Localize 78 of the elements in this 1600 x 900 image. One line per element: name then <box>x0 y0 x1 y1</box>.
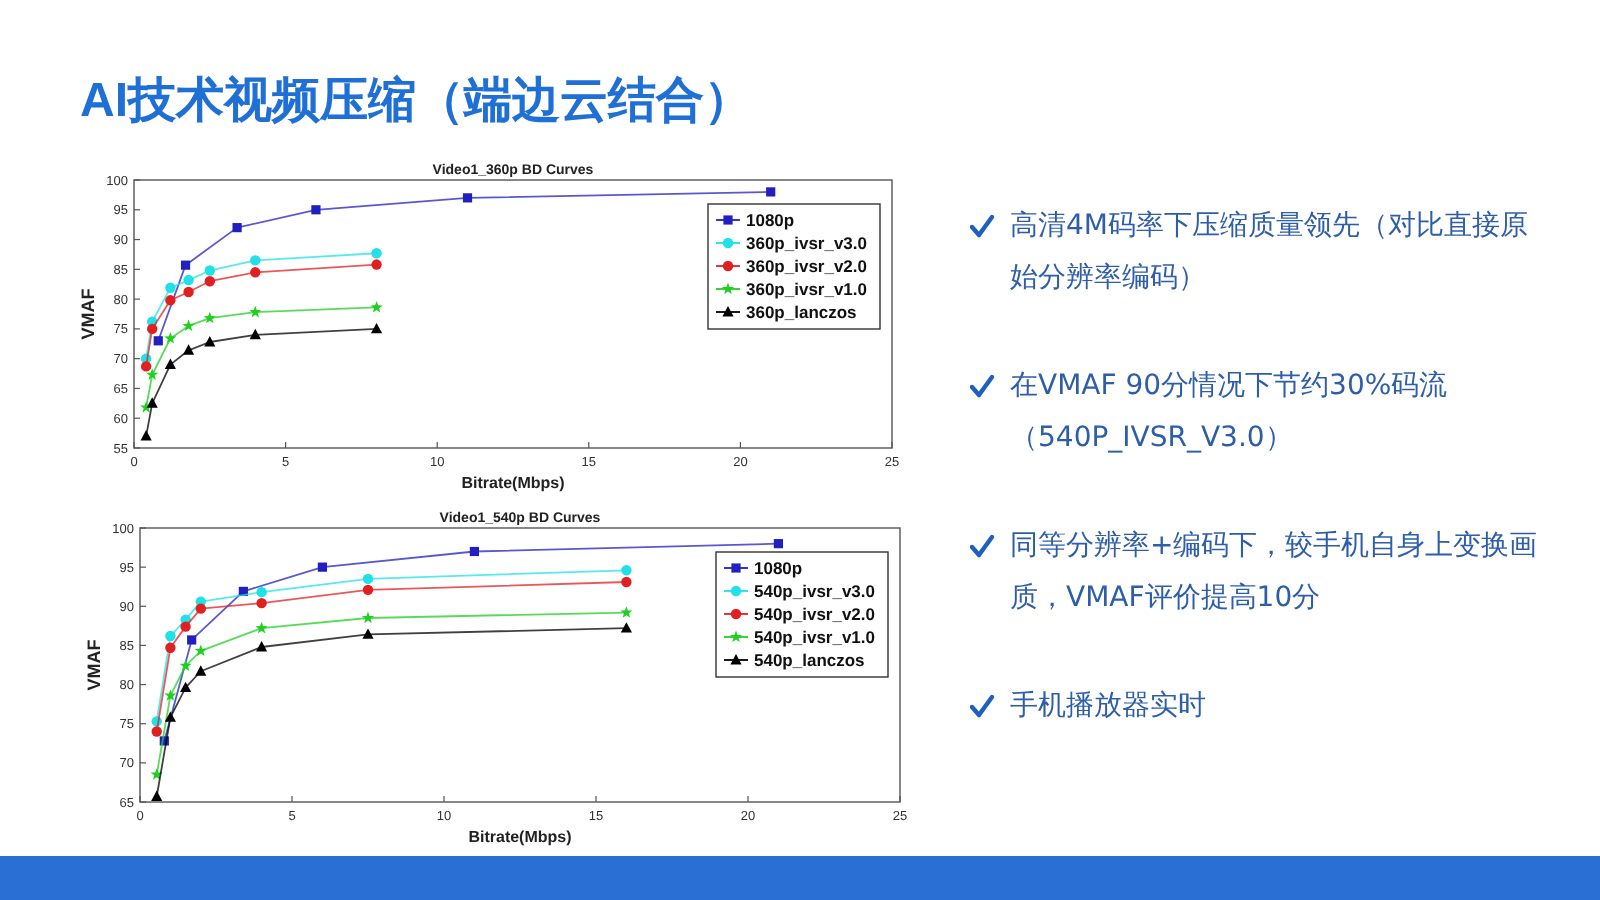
point <box>182 344 195 355</box>
point <box>165 282 176 293</box>
point <box>250 267 261 278</box>
point <box>204 335 216 347</box>
point <box>370 322 383 334</box>
point <box>371 248 382 259</box>
x-axis-title: Bitrate(Mbps) <box>468 828 573 846</box>
point <box>165 295 176 306</box>
point <box>146 368 159 380</box>
point <box>203 311 216 324</box>
point <box>317 562 327 572</box>
point <box>766 187 776 197</box>
point <box>362 628 374 639</box>
point <box>256 597 267 609</box>
point <box>146 397 158 408</box>
legend-label: 540p_ivsr_v2.0 <box>754 604 876 624</box>
point <box>183 286 194 298</box>
point <box>151 790 163 801</box>
point <box>180 681 192 693</box>
point <box>311 205 321 215</box>
point <box>164 332 177 344</box>
point <box>361 611 375 624</box>
legend-label: 360p_ivsr_v1.0 <box>746 279 868 299</box>
point <box>179 659 192 671</box>
point <box>249 328 261 340</box>
point <box>140 361 152 372</box>
point <box>469 546 479 557</box>
point <box>620 622 632 633</box>
point <box>249 305 262 318</box>
point <box>151 726 162 737</box>
point <box>180 260 191 270</box>
point <box>182 319 195 332</box>
text: AI技术视频压缩（端边云结合） <box>80 72 752 132</box>
point <box>195 603 206 614</box>
point <box>164 711 176 722</box>
point <box>621 576 632 588</box>
legend-label: 540p_ivsr_v3.0 <box>754 581 876 601</box>
point <box>140 430 152 441</box>
text: 同等分辨率+编码下，较手机自身上变换画质，VMAF评价提高10分 <box>1010 528 1540 618</box>
point <box>620 606 633 618</box>
point <box>164 358 176 370</box>
legend-label: 1080p <box>754 558 803 578</box>
legend-label: 360p_lanczos <box>746 302 858 322</box>
point <box>462 193 473 203</box>
legend-label: 540p_ivsr_v1.0 <box>754 627 876 647</box>
point <box>164 689 177 701</box>
point <box>146 323 158 335</box>
y-axis-title: VMAF <box>78 287 98 340</box>
point <box>153 336 163 346</box>
text: 在VMAF 90分情况下节约30%码流（540P_IVSR_V3.0） <box>1010 368 1450 458</box>
text: 高清4M码率下压缩质量领先（对比直接原始分辨率编码） <box>1010 208 1530 298</box>
point <box>362 584 374 596</box>
point <box>773 539 783 549</box>
legend-label: 540p_lanczos <box>754 650 866 670</box>
legend-label: 1080p <box>746 210 795 230</box>
point <box>256 640 268 652</box>
point <box>204 265 215 276</box>
point <box>165 642 176 653</box>
point <box>250 255 261 266</box>
point <box>621 565 632 576</box>
point <box>362 573 374 585</box>
point <box>232 223 242 233</box>
point <box>255 621 268 634</box>
text: 手机播放器实时 <box>1010 688 1206 726</box>
point <box>370 301 383 313</box>
point <box>180 621 191 632</box>
point <box>195 665 207 676</box>
point <box>194 644 207 657</box>
legend-label: 360p_ivsr_v3.0 <box>746 233 868 253</box>
point <box>183 274 194 286</box>
point <box>204 276 215 287</box>
point <box>165 630 176 642</box>
legend-label: 360p_ivsr_v2.0 <box>746 256 868 276</box>
point <box>371 259 382 270</box>
point <box>187 635 197 645</box>
y-axis-title: VMAF <box>84 638 104 691</box>
x-axis-title: Bitrate(Mbps) <box>461 474 566 492</box>
point <box>256 586 267 598</box>
